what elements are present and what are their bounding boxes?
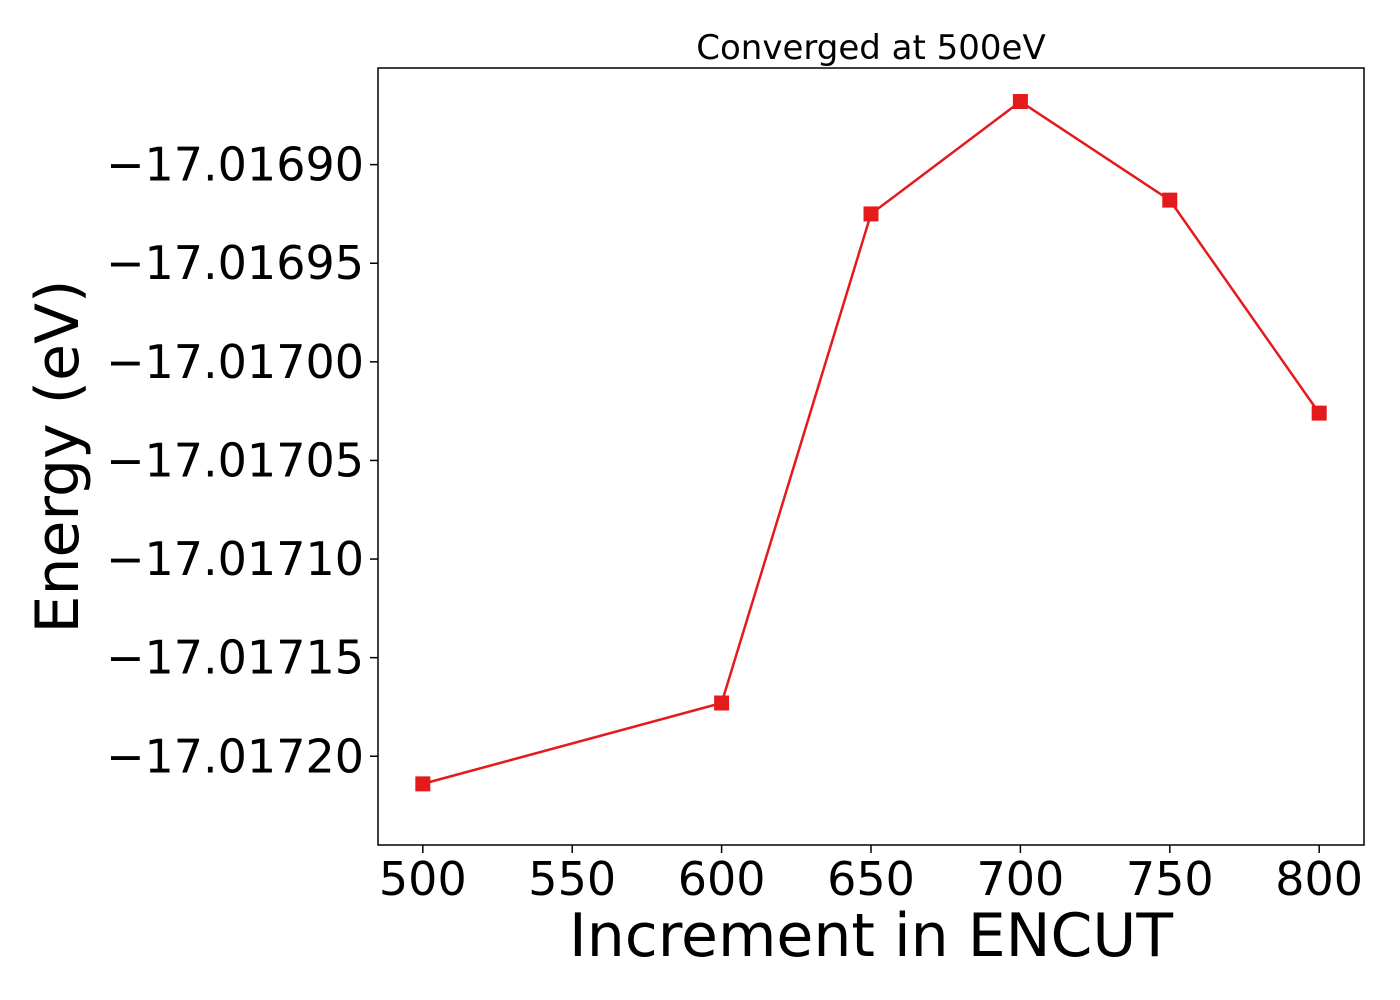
y-axis-ticks: −17.01720 −17.01715 −17.01710 −17.01705 −17.… [106, 138, 378, 783]
x-tick-label: 550 [528, 852, 616, 906]
data-point-marker [415, 776, 431, 792]
y-tick-label: −17.01710 [106, 532, 364, 586]
series-line [422, 100, 1321, 786]
y-tick-label: −17.01705 [106, 433, 364, 487]
x-axis-ticks: 500 550 600 650 700 750 800 [379, 845, 1363, 906]
y-tick-label: −17.01690 [106, 138, 364, 192]
x-axis-title: Increment in ENCUT [569, 901, 1173, 971]
y-axis-title: Energy (eV) [23, 280, 93, 634]
plot-area-frame [377, 67, 1365, 846]
data-point-marker [1012, 94, 1028, 110]
x-tick-label: 600 [678, 852, 766, 906]
data-point-marker [1311, 405, 1327, 421]
y-tick-label: −17.01700 [106, 335, 364, 389]
x-tick-label: 750 [1126, 852, 1214, 906]
x-tick-label: 650 [827, 852, 915, 906]
x-tick-label: 800 [1275, 852, 1363, 906]
data-point-marker [714, 695, 730, 711]
y-tick-label: −17.01715 [106, 631, 364, 685]
y-tick-label: −17.01720 [106, 729, 364, 783]
y-tick-label: −17.01695 [106, 236, 364, 290]
series-layer [415, 94, 1327, 792]
chart-title: Converged at 500eV [696, 28, 1045, 68]
data-point-marker [863, 206, 879, 222]
x-tick-label: 700 [976, 852, 1064, 906]
x-tick-label: 500 [379, 852, 467, 906]
data-point-marker [1162, 192, 1178, 208]
